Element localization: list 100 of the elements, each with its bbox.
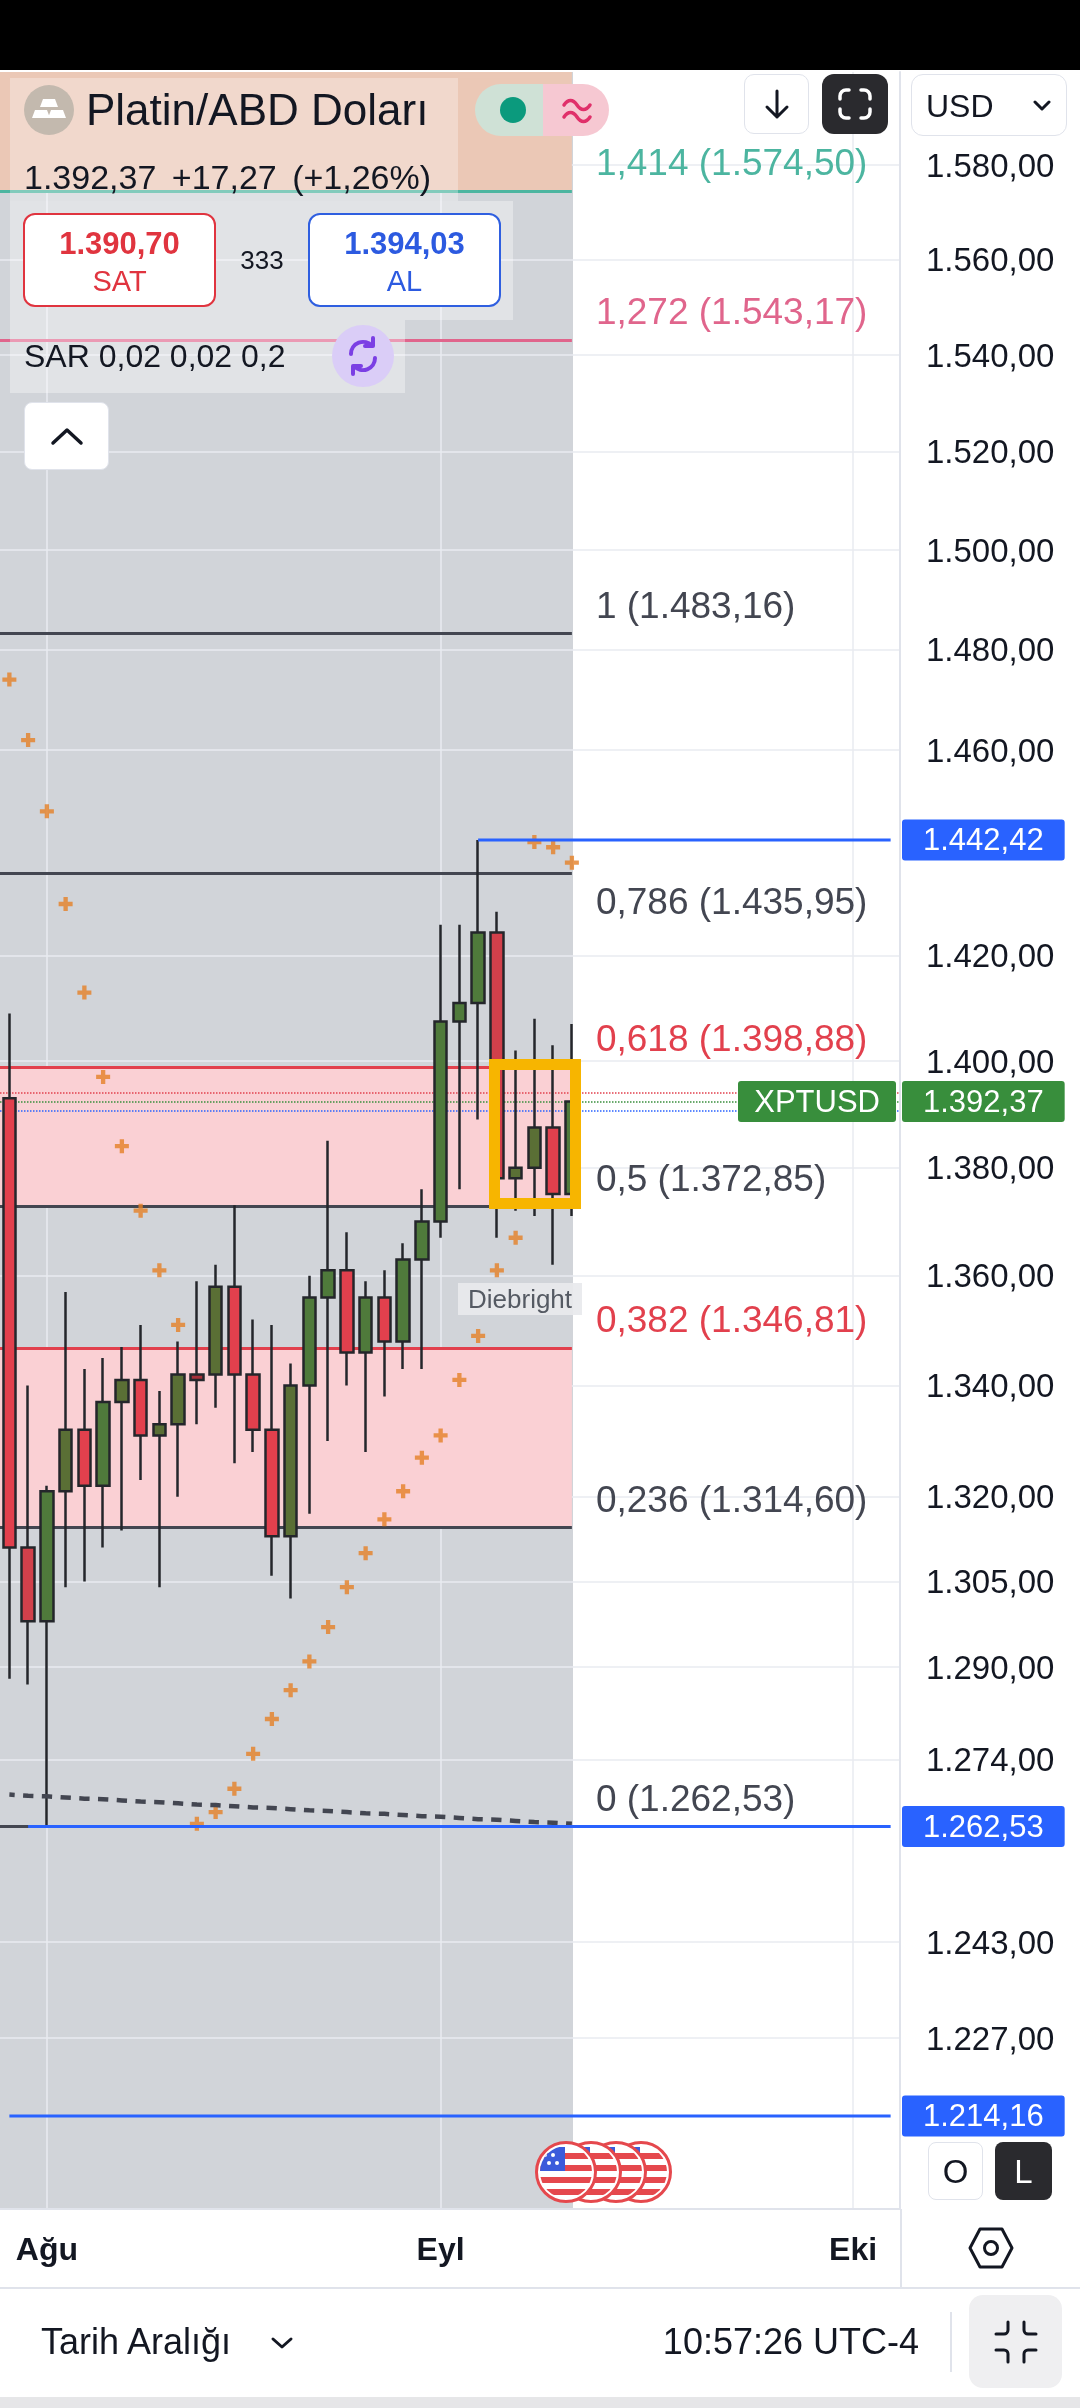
point [302,1654,317,1669]
y-tick-label: 1.540,00 [926,336,1055,374]
y-tick-label: 1.290,00 [926,1648,1055,1686]
currency-dropdown: USD [911,74,1067,136]
point [377,1512,392,1527]
point [2,672,17,687]
y-tick-label: 1.460,00 [926,731,1055,769]
point [546,840,561,855]
candlestick [452,923,467,1191]
candlestick [114,1345,130,1532]
ref-line-label: 1.392,37 [923,1084,1044,1120]
y-tick-label: 1.560,00 [926,241,1055,279]
annotation: Diebright [458,1283,583,1315]
candlestick [414,1187,430,1371]
y-tick-label: 1.500,00 [926,531,1055,569]
point [96,1069,111,1084]
candlestick [208,1263,223,1409]
annotation: SAR 0,02 0,02 0,2 [24,338,286,374]
series-label: 1.214,16 [923,2098,1044,2134]
point [152,1263,167,1278]
buy-button: 1.394,03 AL [308,213,501,307]
chart-title: Platin/ABD Doları [86,85,429,134]
y-tick-label: 1.520,00 [926,433,1055,471]
candlestick [39,1484,55,1828]
ref-line-label: 0,382 (1.346,81) [595,1299,868,1341]
point [21,733,36,748]
point [321,1620,336,1635]
point [471,1328,486,1343]
annotation: 333 [239,245,285,275]
point [264,1712,279,1727]
ref-line-label: 0 (1.262,53) [595,1778,796,1820]
ref-line-label: 0,5 (1.372,85) [595,1157,827,1199]
annotation: 1.394,03 [343,226,466,261]
candlestick [395,1241,411,1371]
text: 1.392,37 +17,27 (+1,26%) [24,158,432,196]
y-tick-label: 1.305,00 [926,1563,1055,1601]
y-tick-label: 1.480,00 [926,630,1055,668]
point [208,1805,223,1820]
candlestick [527,1017,542,1218]
candlestick [189,1279,205,1426]
x-tick-label: Eyl [416,2231,465,2267]
candlestick [470,838,486,1121]
ref-line-label: 0,618 (1.398,88) [595,1018,868,1060]
candlestick [302,1274,317,1515]
point [39,804,54,819]
ref-line-label: 0,236 (1.314,60) [595,1478,868,1520]
candlestick [433,923,448,1239]
point [227,1781,242,1796]
x-tick-label: Ağu [15,2231,78,2267]
point [396,1484,411,1499]
y-tick-label: 1.580,00 [926,146,1055,184]
candlestick [320,1139,336,1443]
point [489,1263,504,1278]
y-tick-label: 1.380,00 [926,1149,1055,1187]
point [58,897,73,912]
point [77,985,92,1000]
y-tick-label: 1.243,00 [926,1923,1055,1961]
candlestick [358,1279,373,1454]
candlestick [95,1356,111,1549]
point [452,1372,467,1387]
annotation: AL [385,265,424,297]
point [133,1203,148,1218]
y-tick-label: 1.227,00 [926,2019,1055,2057]
series-label: 1.262,53 [923,1809,1044,1845]
series-label: 1.442,42 [923,822,1044,858]
y-tick-label: 1.274,00 [926,1741,1055,1779]
annotation: 1.390,70 [58,226,181,261]
point [283,1683,298,1698]
candlestick [283,1362,298,1600]
candlestick [20,1384,36,1686]
y-tick-label: 1.320,00 [926,1478,1055,1516]
ref-line-label: 1 (1.483,16) [595,585,796,627]
annotation: SAT [91,265,148,297]
x-tick-label: Eki [829,2231,878,2267]
ref-line-label: 0,786 (1.435,95) [595,880,868,922]
annotation: XPTUSD [738,1081,896,1123]
point [339,1580,354,1595]
y-tick-label: 1.360,00 [926,1257,1055,1295]
point [433,1428,448,1443]
candlestick [58,1290,73,1589]
point [171,1317,186,1332]
y-tick-label: 1.420,00 [926,937,1055,975]
point [246,1746,261,1761]
candlestick [152,1389,167,1589]
point [564,855,579,870]
point [358,1546,373,1561]
point [508,1230,523,1245]
point [414,1450,429,1465]
ref-line-label: 1,272 (1.543,17) [595,291,868,333]
ref-line-label: 1,414 (1.574,50) [595,142,868,184]
y-tick-label: 1.400,00 [926,1042,1055,1080]
candlestick [77,1367,92,1583]
toggle-button: L [995,2142,1052,2200]
toggle-button: O [928,2142,983,2200]
sell-button: 1.390,70 SAT [23,213,216,307]
y-tick-label: 1.340,00 [926,1366,1055,1404]
candlestick [170,1340,186,1499]
text: 10:57:26 UTC-4 [662,2321,919,2362]
point [114,1139,129,1154]
text: Tarih Aralığı [41,2321,232,2362]
